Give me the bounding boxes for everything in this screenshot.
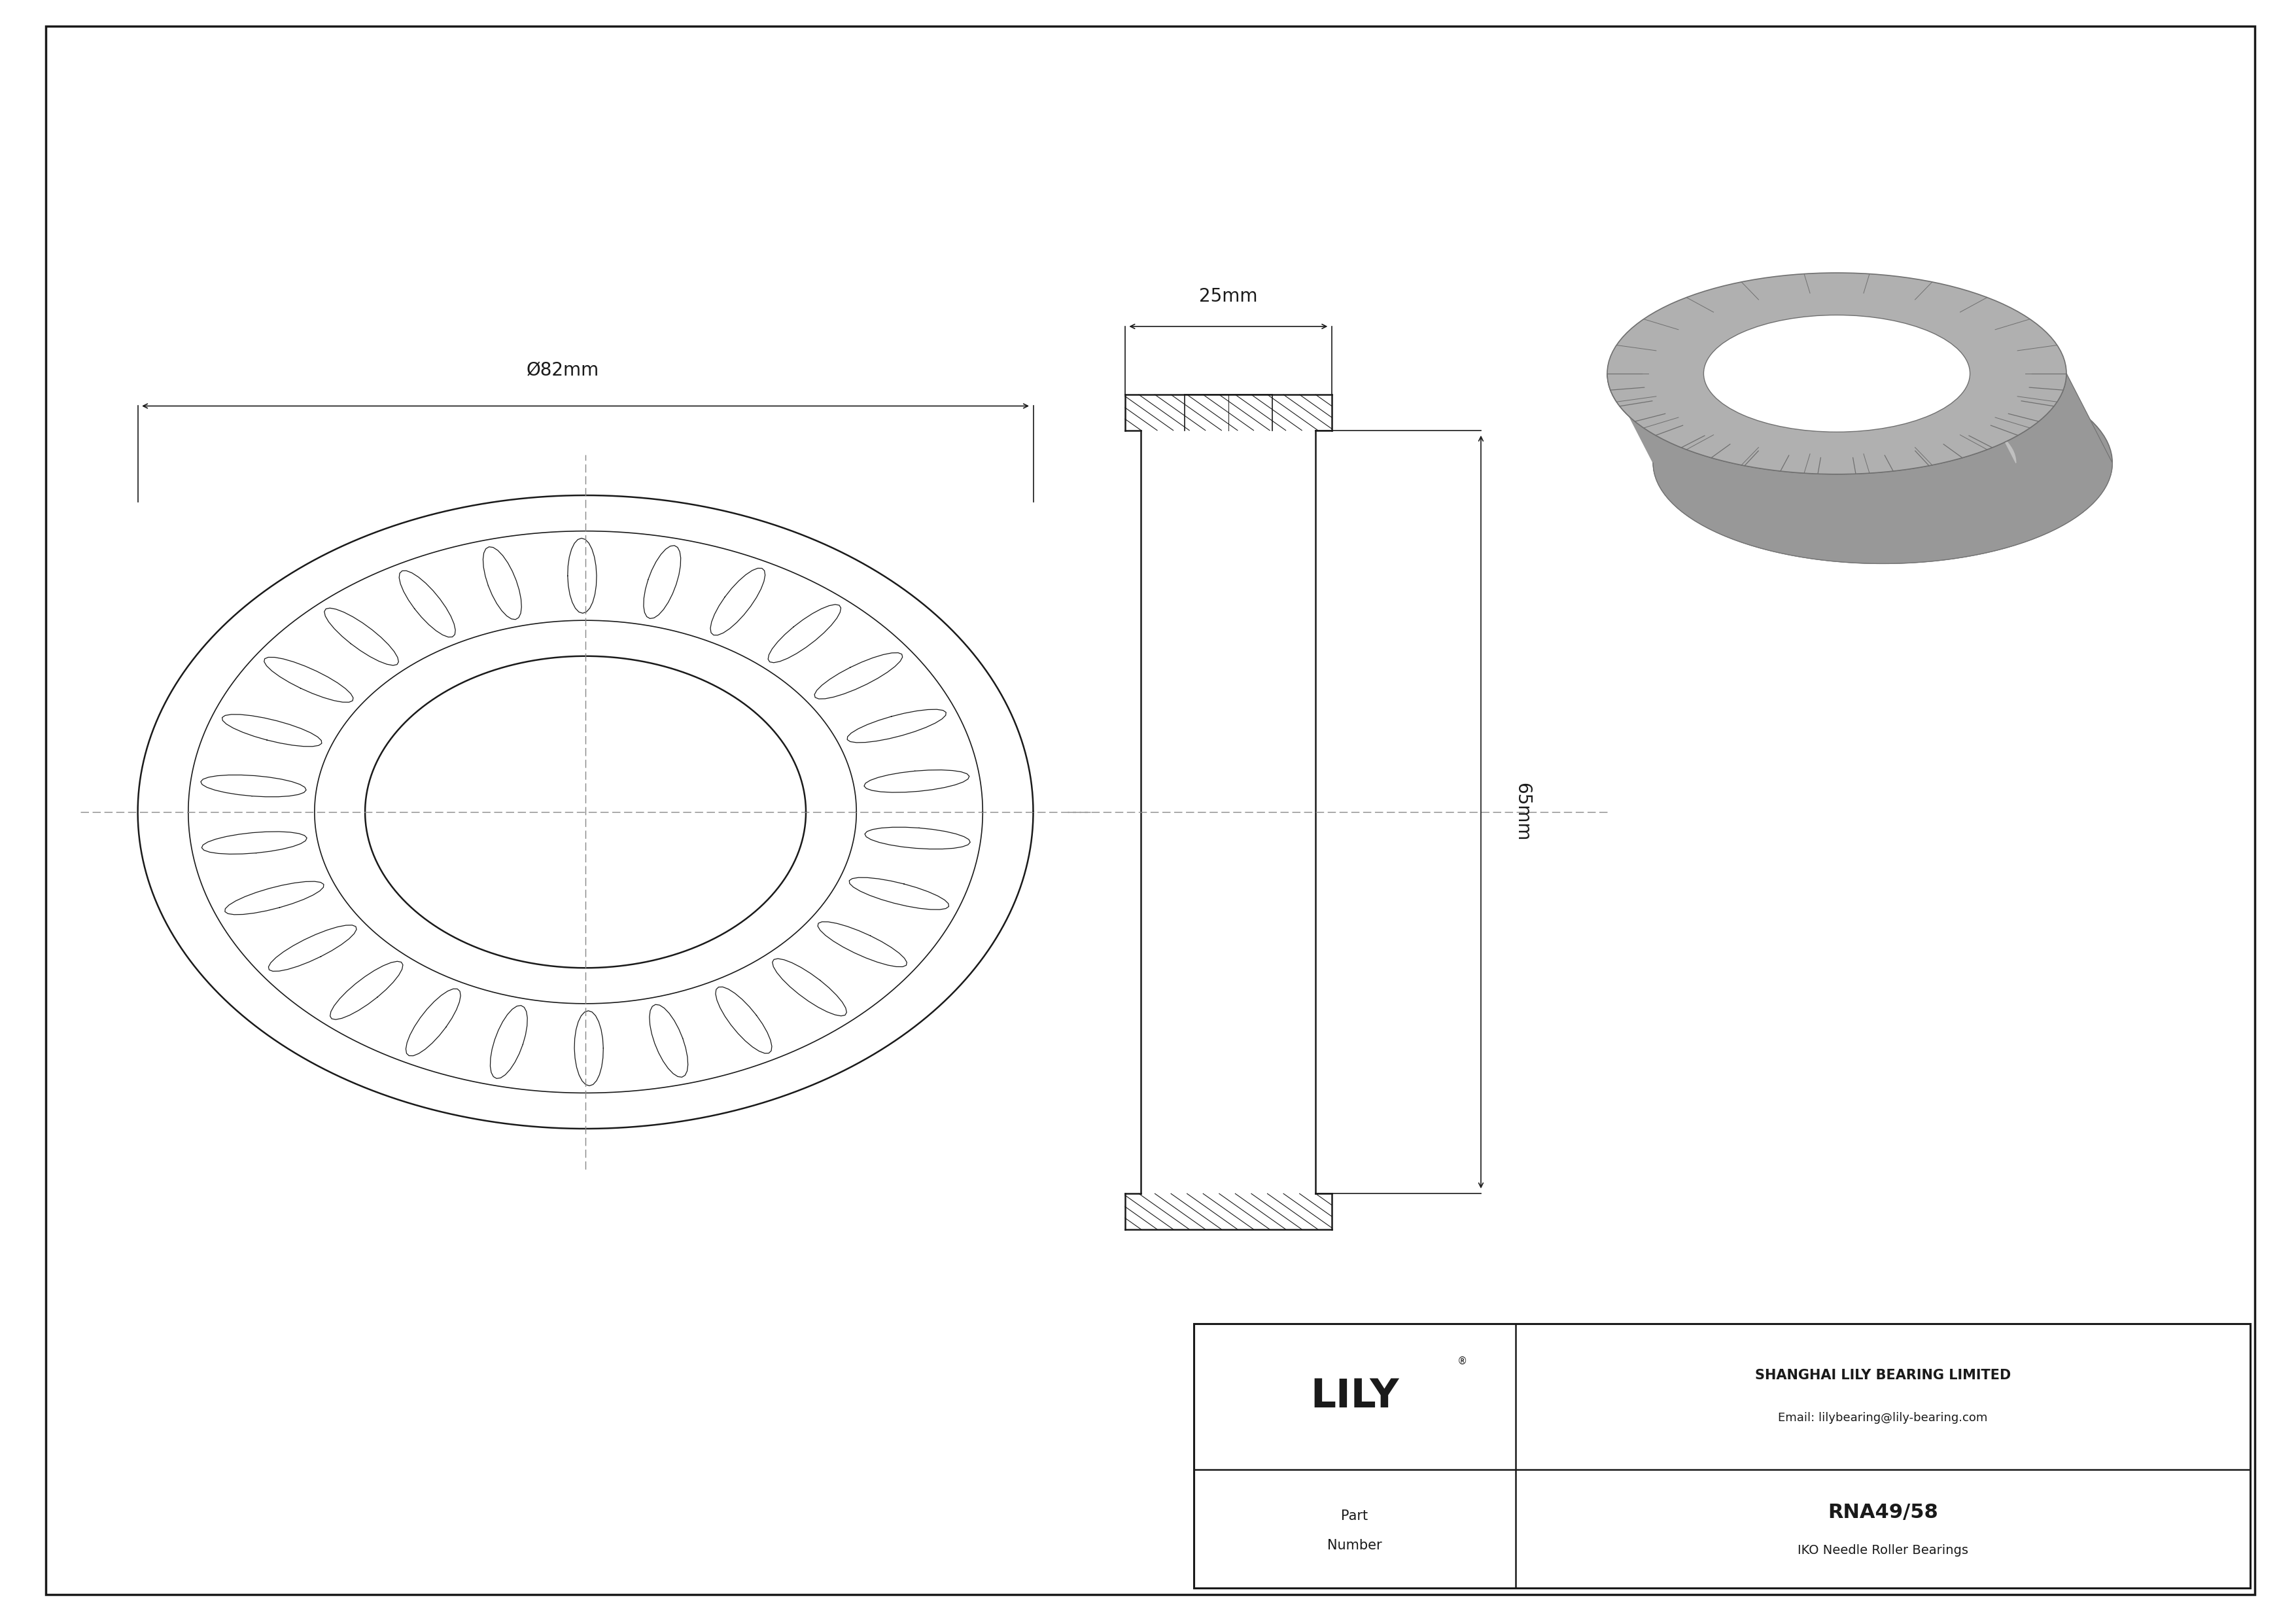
Ellipse shape [1704, 315, 1970, 432]
Text: Ø82mm: Ø82mm [526, 362, 599, 380]
Ellipse shape [1653, 362, 2112, 564]
Text: Email: lilybearing@lily-bearing.com: Email: lilybearing@lily-bearing.com [1777, 1411, 1988, 1424]
Ellipse shape [1750, 404, 2016, 521]
Text: ®: ® [1458, 1356, 1467, 1366]
Text: RNA49/58: RNA49/58 [1828, 1504, 1938, 1522]
Bar [1194, 1324, 2250, 1588]
Text: Number: Number [1327, 1538, 1382, 1553]
Text: LILY: LILY [1311, 1377, 1398, 1416]
Text: IKO Needle Roller Bearings: IKO Needle Roller Bearings [1798, 1544, 1968, 1556]
Text: SHANGHAI LILY BEARING LIMITED: SHANGHAI LILY BEARING LIMITED [1754, 1369, 2011, 1382]
Polygon shape [1607, 374, 2112, 564]
Text: 65mm: 65mm [1513, 783, 1531, 841]
Text: Part: Part [1341, 1509, 1368, 1523]
Text: 25mm: 25mm [1199, 287, 1258, 305]
Polygon shape [1704, 315, 2016, 463]
Ellipse shape [1607, 273, 2066, 474]
